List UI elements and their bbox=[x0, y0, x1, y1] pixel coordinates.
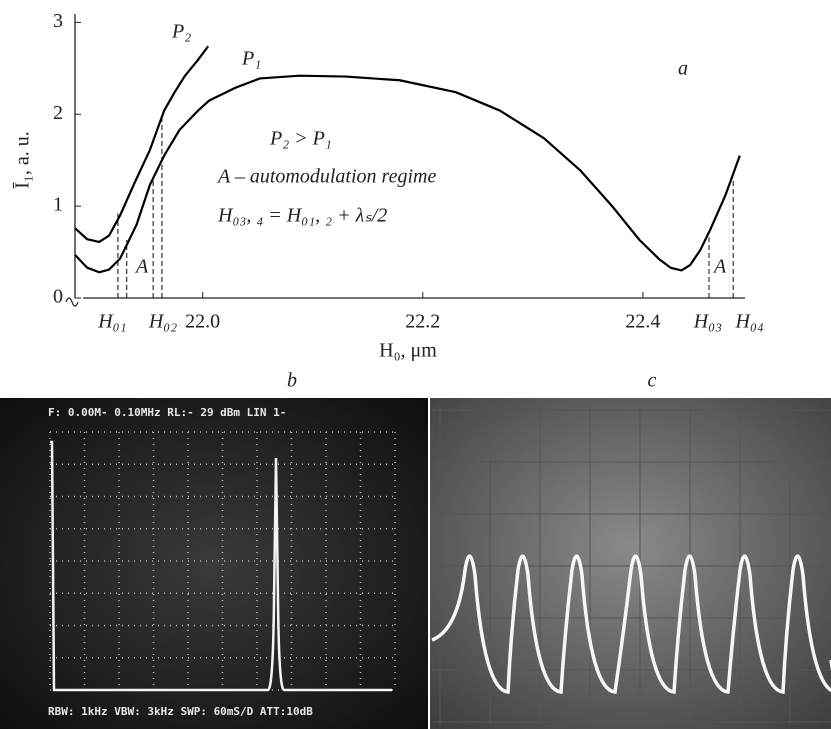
annotation: A bbox=[712, 256, 727, 278]
x-tick-label: 22.0 bbox=[185, 311, 220, 333]
series-label: P₂ bbox=[171, 21, 191, 43]
x-marker-label: H₀₂ bbox=[148, 311, 177, 333]
analyzer-footer: RBW: 1kHz VBW: 3kHz SWP: 60mS/D ATT:10dB bbox=[48, 705, 313, 718]
data-line bbox=[74, 74, 741, 274]
y-axis-label: Ī₁, a. u. bbox=[12, 131, 34, 189]
spectrum-photo bbox=[0, 398, 428, 729]
oscilloscope-trace bbox=[431, 554, 831, 694]
annotation: P₂ > P₁ bbox=[269, 128, 332, 150]
oscilloscope-grid bbox=[432, 405, 831, 725]
x-tick-label: 22.4 bbox=[625, 311, 660, 333]
x-marker-label: H₀₁ bbox=[97, 311, 126, 333]
series-label: P₁ bbox=[241, 48, 261, 70]
panel-label: b bbox=[287, 370, 297, 392]
panel-label: a bbox=[678, 58, 688, 80]
x-marker-label: H₀₄ bbox=[735, 311, 764, 333]
annotation: A – automodulation regime bbox=[216, 166, 436, 188]
y-tick-label: 3 bbox=[53, 10, 63, 32]
y-tick-label: 1 bbox=[53, 194, 63, 216]
annotation: H₀₃, ₄ = H₀₁, ₂ + λₛ/2 bbox=[217, 205, 387, 227]
spectrum-trace bbox=[50, 440, 392, 692]
y-tick-label: 0 bbox=[53, 286, 63, 308]
x-marker-label: H₀₃ bbox=[693, 311, 722, 333]
spectrum-grid bbox=[49, 431, 396, 691]
analyzer-header: F: 0.00M- 0.10MHz RL:- 29 dBm LIN 1- bbox=[48, 406, 286, 419]
data-line bbox=[74, 45, 210, 244]
annotation: A bbox=[134, 256, 149, 278]
axis-break bbox=[65, 297, 79, 307]
x-tick-label: 22.2 bbox=[405, 311, 440, 333]
y-tick-label: 2 bbox=[53, 102, 63, 124]
x-axis-label: H₀, μm bbox=[379, 340, 437, 362]
panel-label: c bbox=[648, 370, 657, 392]
